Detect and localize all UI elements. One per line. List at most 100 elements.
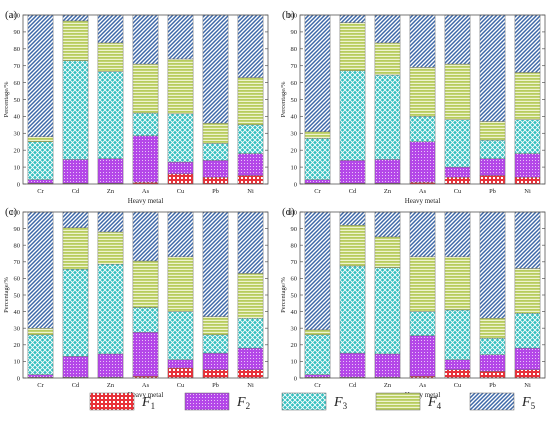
bar-segment — [62, 14, 89, 22]
x-tick-label: Pb — [489, 188, 496, 195]
bar-segment — [167, 58, 194, 115]
bar-segment — [97, 158, 124, 184]
bar-segment — [237, 175, 264, 185]
legend-swatch — [184, 392, 230, 411]
y-tick-label: 20 — [291, 148, 298, 155]
bar-segment — [514, 369, 541, 379]
bar-segment — [514, 347, 541, 370]
bar-segment — [374, 267, 401, 355]
bar-segment — [62, 227, 89, 270]
panel-label: (b) — [282, 9, 295, 21]
y-tick-label: 60 — [14, 80, 21, 87]
bar-segment — [374, 211, 401, 238]
y-tick-label: 60 — [291, 80, 298, 87]
y-tick-label: 30 — [14, 131, 21, 138]
bar-segment — [202, 160, 229, 178]
bar-segment — [444, 177, 471, 185]
bar-segment — [479, 211, 506, 319]
bar-segment — [304, 374, 331, 378]
x-tick-label: Cd — [72, 382, 80, 389]
bar-segment — [304, 138, 331, 180]
bar-segment — [202, 352, 229, 370]
bar-segment — [304, 14, 331, 132]
bar-segment — [62, 159, 89, 184]
bar-segment — [237, 347, 264, 370]
bar-segment — [479, 318, 506, 339]
bar-segment — [479, 354, 506, 372]
bar-segment — [132, 260, 159, 308]
x-tick-label: Cu — [177, 188, 185, 195]
x-tick-label: As — [142, 188, 150, 195]
y-tick-label: 40 — [291, 309, 298, 316]
bar-segment — [237, 211, 264, 274]
chart-panel: Cr Cd Zn As Cu Pb Ni 0 10 20 30 40 50 60 70 80 90 100 Heav… — [3, 9, 269, 205]
bar-segment — [237, 369, 264, 379]
bar-segment — [374, 353, 401, 378]
bar-segment — [444, 14, 471, 65]
bar-segment — [167, 311, 194, 360]
bar-segment — [374, 236, 401, 268]
bar-segment — [514, 211, 541, 269]
bar-segment — [339, 22, 366, 71]
legend-label-subscript: 3 — [343, 401, 348, 411]
bar-segment — [132, 135, 159, 183]
y-tick-label: 50 — [291, 97, 298, 104]
bar-segment — [167, 211, 194, 258]
bar-segment — [409, 116, 436, 142]
y-tick-label: 40 — [14, 114, 21, 121]
bar-segment — [27, 328, 54, 336]
panel-label: (a) — [5, 9, 18, 21]
bar-segment — [339, 70, 366, 161]
bar-segment — [409, 256, 436, 312]
bar-segment — [444, 63, 471, 120]
bar-segment — [444, 256, 471, 311]
x-tick-label: Zn — [107, 382, 115, 389]
bar-segment — [514, 72, 541, 120]
bar-segment — [444, 166, 471, 178]
bar-segment — [27, 136, 54, 142]
bar-segment — [132, 112, 159, 137]
bar-segment — [97, 211, 124, 233]
y-axis-label: Percentage/% — [3, 81, 10, 117]
bar-segment — [409, 211, 436, 258]
bar-segment — [132, 332, 159, 377]
bar-segment — [479, 175, 506, 185]
y-tick-label: 0 — [17, 181, 20, 188]
y-tick-label: 90 — [291, 29, 298, 36]
x-tick-label: Cu — [177, 382, 185, 389]
y-tick-label: 100 — [10, 209, 20, 216]
bar-segment — [237, 273, 264, 319]
x-tick-label: Zn — [384, 382, 392, 389]
bar-segment — [409, 311, 436, 336]
y-tick-label: 30 — [14, 326, 21, 333]
bar-segment — [514, 153, 541, 178]
bar-segment — [132, 307, 159, 333]
bar-segment — [167, 359, 194, 369]
legend-label: F5 — [521, 395, 536, 411]
legend-label-subscript: 2 — [246, 401, 251, 411]
bar-segment — [409, 141, 436, 183]
bar-segment — [167, 367, 194, 379]
legend-item: F4 — [375, 392, 442, 411]
bar-segment — [167, 14, 194, 60]
y-tick-label: 100 — [287, 209, 297, 216]
y-tick-label: 60 — [291, 276, 298, 283]
bar-segment — [202, 211, 229, 317]
y-tick-label: 70 — [14, 63, 21, 70]
panel-label: (c) — [5, 206, 18, 218]
bar-segment — [339, 265, 366, 354]
x-tick-label: As — [419, 382, 427, 389]
y-axis-label: Percentage/% — [280, 81, 287, 117]
panel-label: (d) — [282, 206, 295, 218]
bar-segment — [479, 139, 506, 159]
bar-segment — [444, 119, 471, 168]
x-axis-label: Heavy metal — [128, 391, 164, 399]
y-tick-label: 70 — [291, 63, 298, 70]
y-tick-label: 40 — [14, 309, 21, 316]
x-axis-label: Heavy metal — [405, 391, 441, 399]
bar-segment — [97, 42, 124, 72]
y-tick-label: 20 — [14, 148, 21, 155]
y-tick-label: 50 — [14, 97, 21, 104]
y-tick-label: 30 — [291, 326, 298, 333]
bar-segment — [339, 211, 366, 226]
